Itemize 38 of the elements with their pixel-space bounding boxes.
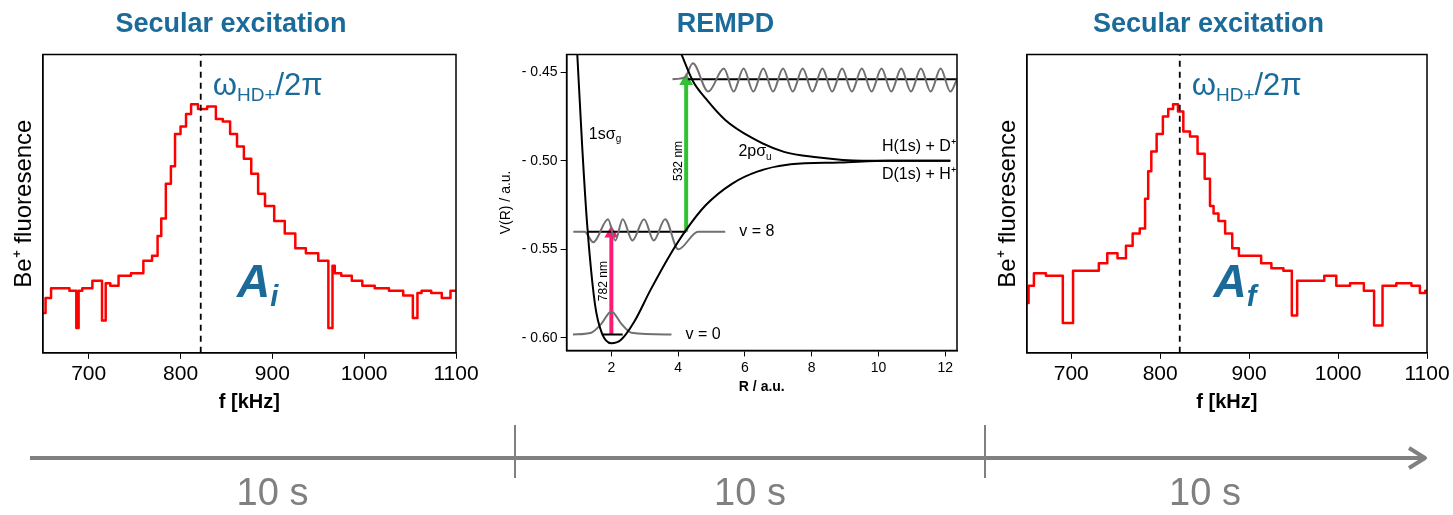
annotation: H(1s) + D⁺ — [881, 136, 956, 154]
x-tick-label: 8 — [807, 358, 816, 375]
x-tick-label: 800 — [1142, 361, 1178, 385]
x-axis-title: f [kHz] — [218, 389, 280, 412]
x-axis-title: f [kHz] — [1196, 389, 1258, 412]
x-tick-label: 900 — [1231, 361, 1267, 385]
x-tick-label: 800 — [163, 361, 199, 385]
x-tick-label: 900 — [254, 361, 290, 385]
x-axis-title: R / a.u. — [738, 378, 785, 395]
chart-title: REMPD — [676, 7, 775, 38]
annotation: v = 0 — [685, 324, 721, 342]
x-tick-label: 10 — [870, 358, 887, 375]
x-tick-label: 12 — [937, 358, 954, 375]
text: 10 s — [235, 470, 310, 514]
y-tick-label: - 0.50 — [521, 151, 558, 168]
y-axis-title: V(R) / a.u. — [497, 170, 514, 235]
x-tick-label: 1000 — [1314, 361, 1362, 385]
y-tick-label: - 0.60 — [521, 328, 558, 345]
x-tick-label: 1000 — [340, 361, 388, 385]
chart-title: Secular excitation — [115, 7, 347, 38]
y-axis-title: Be⁺ fluoresence — [9, 119, 37, 288]
chart-title: Secular excitation — [1092, 7, 1325, 38]
y-tick-label: - 0.45 — [521, 62, 558, 79]
x-tick-label: 700 — [71, 361, 107, 385]
y-tick-label: - 0.55 — [521, 240, 558, 257]
text: 10 s — [1168, 470, 1242, 514]
x-tick-label: 700 — [1053, 361, 1089, 385]
x-tick-label: 4 — [674, 358, 683, 375]
x-tick-label: 1100 — [433, 361, 479, 385]
y-axis-title: Be⁺ fluoresence — [993, 119, 1021, 288]
text: 532 nm — [670, 140, 685, 181]
annotation: D(1s) + H⁺ — [881, 164, 956, 182]
text: 782 nm — [595, 261, 610, 302]
text: 10 s — [713, 470, 787, 514]
x-tick-label: 6 — [741, 358, 750, 375]
x-tick-label: 2 — [607, 358, 616, 375]
x-tick-label: 1100 — [1404, 361, 1450, 385]
annotation: v = 8 — [739, 222, 775, 240]
